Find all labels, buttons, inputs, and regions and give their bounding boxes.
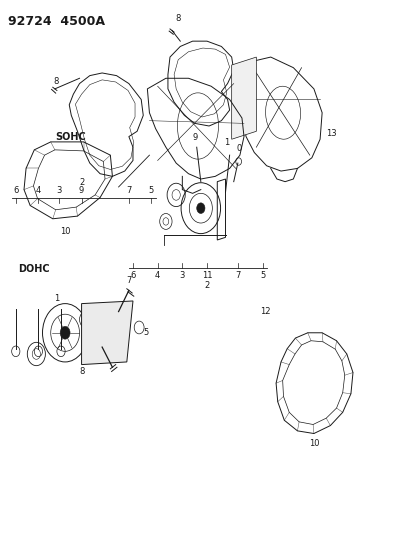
Text: 3: 3 [179, 271, 185, 280]
Circle shape [196, 203, 204, 214]
Text: 4: 4 [36, 186, 41, 195]
Text: 1: 1 [54, 294, 59, 303]
Text: 5: 5 [143, 328, 148, 337]
Text: 2: 2 [204, 281, 209, 290]
Text: 8: 8 [175, 14, 180, 22]
Text: 12: 12 [260, 307, 270, 316]
Text: 7: 7 [126, 186, 131, 195]
Text: 5: 5 [259, 271, 264, 280]
Text: 8: 8 [53, 77, 59, 86]
Text: DOHC: DOHC [18, 264, 49, 274]
Text: 4: 4 [154, 271, 160, 280]
Text: 5: 5 [149, 186, 154, 195]
Text: SOHC: SOHC [55, 132, 85, 142]
Text: 10: 10 [60, 227, 70, 236]
Text: 3: 3 [56, 186, 62, 195]
Text: 9: 9 [79, 186, 84, 195]
Text: 10: 10 [308, 439, 318, 448]
Polygon shape [81, 301, 133, 365]
Text: 7: 7 [126, 276, 131, 285]
Text: 13: 13 [325, 130, 336, 139]
Text: 6: 6 [130, 271, 135, 280]
Text: 7: 7 [235, 271, 240, 280]
Text: 1: 1 [223, 138, 229, 147]
Text: 11: 11 [201, 271, 212, 280]
Text: 92724  4500A: 92724 4500A [7, 14, 104, 28]
Text: 8: 8 [79, 367, 84, 376]
Circle shape [60, 326, 70, 339]
Circle shape [83, 317, 88, 322]
Polygon shape [231, 57, 256, 139]
Text: 6: 6 [13, 186, 19, 195]
Text: 0: 0 [236, 143, 241, 152]
Text: 9: 9 [192, 133, 198, 142]
Text: 2: 2 [79, 178, 84, 187]
